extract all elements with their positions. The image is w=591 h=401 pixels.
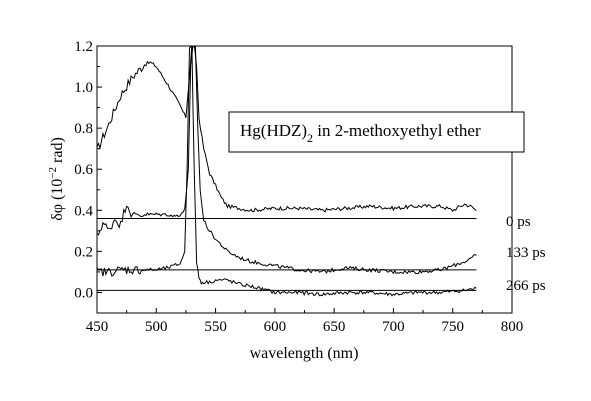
y-tick-label: 0.0 [74, 285, 93, 301]
y-axis-title: δφ (10−2 rad) [47, 137, 66, 221]
y-tick-label: 0.6 [74, 162, 93, 178]
x-tick-label: 500 [145, 319, 168, 335]
series-line-1 [97, 46, 477, 213]
series-label-1: 0 ps [506, 214, 531, 230]
x-tick-label: 700 [382, 319, 405, 335]
x-axis-ticks [96, 308, 513, 313]
y-tick-label: 1.0 [74, 80, 93, 96]
y-tick-label: 0.4 [74, 203, 93, 219]
x-tick-label: 600 [264, 319, 287, 335]
legend-suffix: in 2-methoxyethyl ether [313, 121, 481, 140]
legend-box [228, 111, 525, 153]
series-label-3: 266 ps [506, 278, 546, 294]
y-axis-title-main: δφ (10 [49, 179, 66, 221]
x-tick-label: 800 [501, 319, 524, 335]
legend-prefix: Hg(HDZ) [240, 121, 307, 140]
x-axis-tick-labels: 450 500 550 600 650 700 750 800 [86, 319, 524, 335]
x-tick-label: 550 [204, 319, 227, 335]
series-line-3 [97, 46, 477, 297]
y-tick-label: 1.2 [74, 39, 93, 55]
series-labels: 0 ps 133 ps 266 ps [506, 214, 546, 294]
series-label-2: 133 ps [506, 245, 546, 261]
x-tick-label: 450 [86, 319, 109, 335]
x-axis-title: wavelength (nm) [250, 345, 359, 362]
x-tick-label: 650 [323, 319, 346, 335]
series-line-2 [97, 46, 477, 275]
y-tick-label: 0.2 [74, 244, 93, 260]
series-lines [97, 46, 477, 297]
x-tick-label: 750 [441, 319, 464, 335]
legend-subscript: 2 [307, 131, 313, 145]
y-tick-label: 0.8 [74, 121, 93, 137]
baselines [97, 218, 477, 291]
legend-text: Hg(HDZ)2 in 2-methoxyethyl ether [240, 121, 481, 145]
y-axis-title-unit: rad) [49, 137, 66, 167]
y-axis-tick-labels: 0.0 0.2 0.4 0.6 0.8 1.0 1.2 [74, 39, 93, 301]
y-axis-title-exponent: −2 [47, 167, 59, 179]
y-axis-ticks [97, 45, 102, 314]
